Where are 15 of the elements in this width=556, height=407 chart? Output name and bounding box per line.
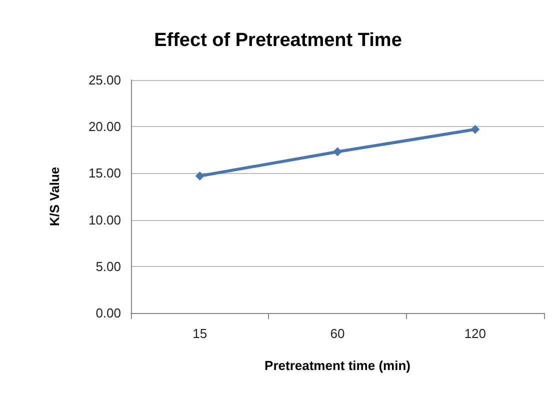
x-axis-title: Pretreatment time (min) [264, 358, 410, 373]
y-tick-label: 5.00 [96, 258, 121, 274]
y-tick-label: 15.00 [88, 166, 121, 181]
y-tick-label: 10.00 [88, 212, 121, 228]
point [470, 124, 480, 134]
y-axis-title: K/S Value [47, 166, 62, 226]
point [333, 147, 342, 156]
y-tick-label: 25.00 [88, 72, 121, 88]
y-tick-label: 0.00 [96, 306, 121, 320]
x-tick-label: 15 [192, 326, 208, 341]
x-tick-label: 60 [330, 326, 345, 341]
point [195, 171, 204, 180]
chart-title: Effect of Pretreatment Time [154, 30, 402, 51]
x-tick-label: 120 [464, 326, 486, 341]
y-tick-label: 20.00 [88, 119, 121, 134]
